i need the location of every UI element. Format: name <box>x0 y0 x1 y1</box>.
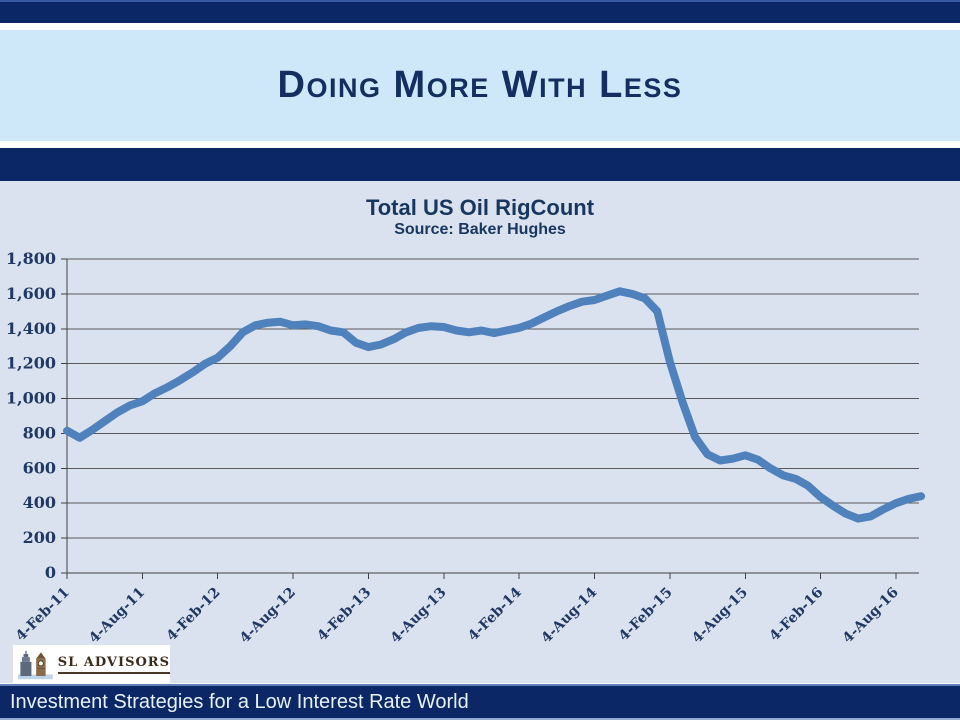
x-tick-label: 4-Feb-13 <box>314 585 374 645</box>
divider-navy-bar <box>0 148 960 181</box>
logo-text: SL ADVISORS <box>57 655 170 674</box>
rig-count-series-line <box>63 287 926 523</box>
x-tick-label: 4-Feb-12 <box>164 585 224 645</box>
x-tick-label: 4-Aug-16 <box>840 585 902 647</box>
header-band: Doing More With Less <box>0 30 960 141</box>
chart-subtitle: Source: Baker Hughes <box>394 221 566 238</box>
slide-title: Doing More With Less <box>277 64 683 106</box>
x-tick-label: 4-Feb-16 <box>767 585 827 645</box>
y-tick-label: 200 <box>23 528 56 547</box>
x-tick-label: 4-Aug-12 <box>237 585 299 647</box>
x-tick-label: 4-Aug-15 <box>689 585 751 647</box>
buildings-icon <box>18 650 53 679</box>
y-tick-label: 800 <box>23 423 56 442</box>
y-tick-label: 400 <box>23 493 56 512</box>
x-tick-label: 4-Aug-13 <box>388 585 450 647</box>
rig-count-line-chart: 0 200 400 600 800 1,000 1,200 1,400 1,600 1,800 4-… <box>6 249 926 647</box>
footer-tagline: Investment Strategies for a Low Interest… <box>10 690 469 713</box>
y-tick-label: 600 <box>23 458 56 477</box>
top-navy-bar <box>0 2 960 23</box>
y-tick-label: 1,800 <box>6 249 56 268</box>
top-accent-line <box>0 0 960 2</box>
x-tick-label: 4-Feb-15 <box>616 585 676 645</box>
x-tick-label: 4-Feb-11 <box>13 585 73 645</box>
x-tick-label: 4-Aug-14 <box>538 584 600 646</box>
y-tick-label: 1,600 <box>6 284 56 303</box>
footer-top-line <box>0 684 960 686</box>
x-tick-label: 4-Feb-14 <box>465 584 525 644</box>
y-tick-label: 0 <box>45 563 56 582</box>
footer-bottom-line <box>0 718 960 720</box>
x-tick-label: 4-Aug-11 <box>86 585 148 647</box>
chart-background <box>0 181 960 683</box>
footer-bar: Investment Strategies for a Low Interest… <box>0 686 960 718</box>
chart-title: Total US Oil RigCount <box>365 195 595 220</box>
y-tick-label: 1,000 <box>6 389 56 408</box>
sl-advisors-logo: SL ADVISORS <box>13 645 170 684</box>
y-tick-label: 1,200 <box>6 354 56 373</box>
y-tick-label: 1,400 <box>6 319 56 338</box>
